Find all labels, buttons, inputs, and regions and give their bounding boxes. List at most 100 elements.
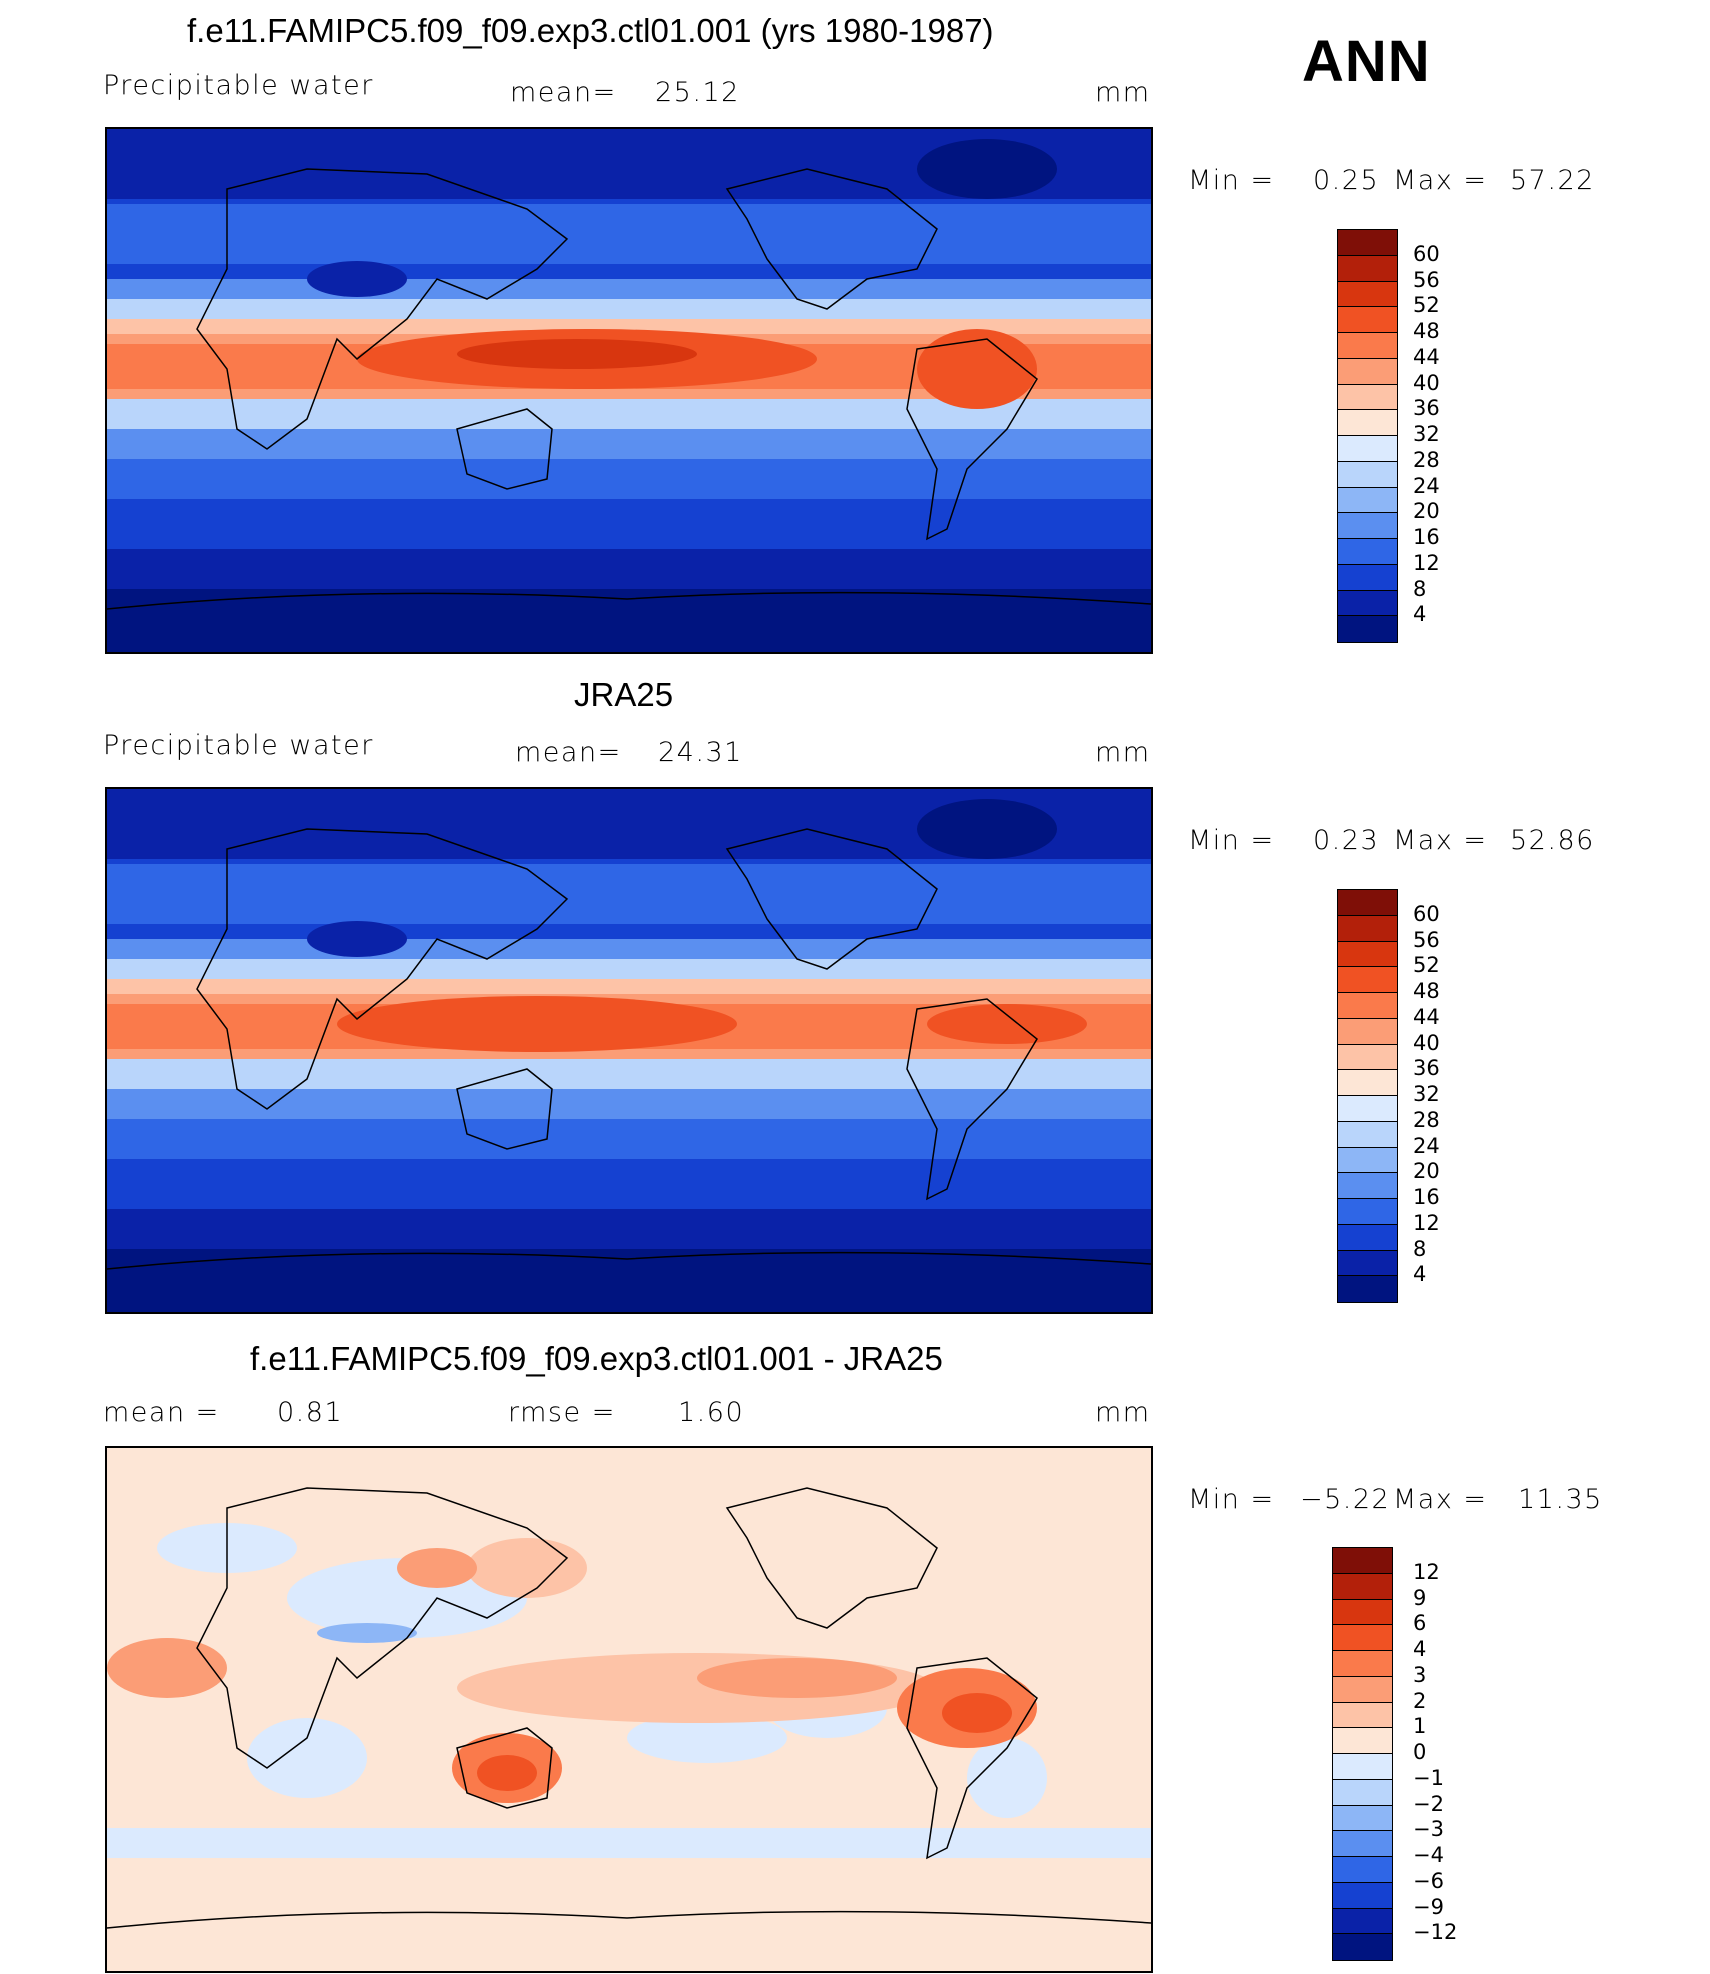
panel-3-min-value: −5.22 xyxy=(1300,1484,1391,1515)
colorbar-tick-label: 36 xyxy=(1413,1056,1440,1081)
panel-3-min-label: Min = xyxy=(1188,1484,1275,1515)
colorbar-box xyxy=(1338,1121,1397,1148)
panel-1-map xyxy=(105,127,1153,654)
panel-3-map xyxy=(105,1446,1153,1973)
colorbar-box xyxy=(1333,1676,1392,1703)
colorbar-box xyxy=(1333,1857,1392,1883)
colorbar-tick-label: 16 xyxy=(1413,1185,1440,1209)
panel-1-title: f.e11.FAMIPC5.f09_f09.exp3.ctl01.001 (yr… xyxy=(187,12,994,49)
colorbar-box xyxy=(1338,1199,1397,1225)
colorbar-tick-label: 2 xyxy=(1413,1688,1427,1713)
colorbar-tick-label: −4 xyxy=(1413,1843,1444,1867)
panel-3-field xyxy=(107,1448,1151,1971)
colorbar-box xyxy=(1338,1018,1397,1045)
colorbar-box xyxy=(1338,384,1397,411)
colorbar-box xyxy=(1338,1173,1397,1199)
panel-2-max-value: 52.86 xyxy=(1510,825,1595,856)
colorbar-tick-label: 8 xyxy=(1413,1236,1427,1261)
panel-2-map xyxy=(105,787,1153,1314)
colorbar-tick-label: 4 xyxy=(1413,1262,1427,1287)
colorbar-tick-label: −2 xyxy=(1413,1791,1444,1816)
colorbar-tick-label: −3 xyxy=(1413,1817,1444,1842)
season-label: ANN xyxy=(1302,29,1431,94)
colorbar-tick-label: 16 xyxy=(1413,525,1440,549)
colorbar-box xyxy=(1338,1250,1397,1277)
panel-3-colorbar xyxy=(1332,1547,1393,1961)
colorbar-box xyxy=(1338,461,1397,488)
colorbar-box xyxy=(1338,487,1397,514)
colorbar-tick-label: 40 xyxy=(1413,1030,1440,1055)
colorbar-box xyxy=(1338,281,1397,308)
colorbar-box xyxy=(1338,1276,1397,1302)
panel-1-min-value: 0.25 xyxy=(1313,165,1380,196)
colorbar-box xyxy=(1333,1754,1392,1780)
colorbar-tick-label: 0 xyxy=(1413,1740,1427,1764)
panel-2-units: mm xyxy=(1095,737,1151,768)
colorbar-tick-label: 32 xyxy=(1413,1082,1440,1106)
panel-1-variable-label: Precipitable water xyxy=(103,70,374,101)
colorbar-box xyxy=(1338,1044,1397,1071)
panel-2-min-value: 0.23 xyxy=(1313,825,1380,856)
panel-1-field xyxy=(107,129,1151,652)
panel-1-max-label: Max = xyxy=(1393,165,1488,196)
panel-3-max-value: 11.35 xyxy=(1518,1484,1603,1515)
colorbar-tick-label: 52 xyxy=(1413,953,1440,978)
colorbar-box xyxy=(1333,1908,1392,1935)
colorbar-box xyxy=(1338,513,1397,539)
colorbar-box xyxy=(1338,358,1397,385)
colorbar-box xyxy=(1338,1147,1397,1174)
colorbar-tick-label: 24 xyxy=(1413,1133,1440,1158)
panel-1-mean-value: 25.12 xyxy=(655,77,740,108)
colorbar-box xyxy=(1338,616,1397,642)
panel-1-max-value: 57.22 xyxy=(1510,165,1595,196)
colorbar-box xyxy=(1333,1934,1392,1960)
panel-3-title: f.e11.FAMIPC5.f09_f09.exp3.ctl01.001 - J… xyxy=(250,1340,943,1377)
colorbar-box xyxy=(1333,1728,1392,1754)
colorbar-tick-label: 12 xyxy=(1413,1210,1440,1235)
colorbar-tick-label: 24 xyxy=(1413,473,1440,498)
colorbar-tick-label: 44 xyxy=(1413,344,1440,369)
colorbar-tick-label: 4 xyxy=(1413,602,1427,627)
colorbar-box xyxy=(1338,915,1397,942)
colorbar-tick-label: 44 xyxy=(1413,1004,1440,1029)
panel-3-mean-value: 0.81 xyxy=(277,1397,344,1428)
colorbar-tick-label: 20 xyxy=(1413,1159,1440,1184)
panel-3-rmse-label: rmse = xyxy=(508,1397,616,1428)
colorbar-box xyxy=(1338,564,1397,591)
panel-1-units: mm xyxy=(1095,77,1151,108)
panel-2-colorbar xyxy=(1337,889,1398,1303)
colorbar-tick-label: −1 xyxy=(1413,1765,1444,1790)
panel-3-mean-label: mean = xyxy=(103,1397,220,1428)
colorbar-tick-label: 12 xyxy=(1413,1559,1440,1584)
colorbar-box xyxy=(1338,967,1397,993)
colorbar-box xyxy=(1333,1625,1392,1651)
panel-3-rmse-value: 1.60 xyxy=(678,1397,745,1428)
colorbar-tick-label: 52 xyxy=(1413,293,1440,318)
colorbar-box xyxy=(1333,1882,1392,1909)
colorbar-box xyxy=(1333,1831,1392,1857)
panel-2-title: JRA25 xyxy=(574,676,674,713)
panel-3-units: mm xyxy=(1095,1397,1151,1428)
colorbar-box xyxy=(1333,1702,1392,1729)
colorbar-box xyxy=(1333,1779,1392,1806)
colorbar-tick-label: −6 xyxy=(1413,1868,1444,1893)
colorbar-tick-label: 4 xyxy=(1413,1637,1427,1661)
colorbar-box xyxy=(1338,436,1397,462)
colorbar-tick-label: −12 xyxy=(1413,1920,1458,1945)
colorbar-tick-label: 36 xyxy=(1413,396,1440,421)
colorbar-tick-label: 60 xyxy=(1413,901,1440,926)
colorbar-box xyxy=(1338,1224,1397,1251)
colorbar-tick-label: 6 xyxy=(1413,1611,1427,1636)
colorbar-box xyxy=(1338,590,1397,617)
colorbar-box xyxy=(1333,1805,1392,1832)
panel-1-colorbar xyxy=(1337,229,1398,643)
colorbar-box xyxy=(1333,1573,1392,1600)
colorbar-tick-label: 48 xyxy=(1413,979,1440,1003)
colorbar-box xyxy=(1333,1651,1392,1677)
panel-2-field xyxy=(107,789,1151,1312)
colorbar-box xyxy=(1338,255,1397,282)
panel-3-max-label: Max = xyxy=(1393,1484,1488,1515)
panel-1-mean-label: mean= xyxy=(510,77,617,108)
colorbar-box xyxy=(1333,1548,1392,1574)
panel-2-mean-label: mean= xyxy=(515,737,622,768)
